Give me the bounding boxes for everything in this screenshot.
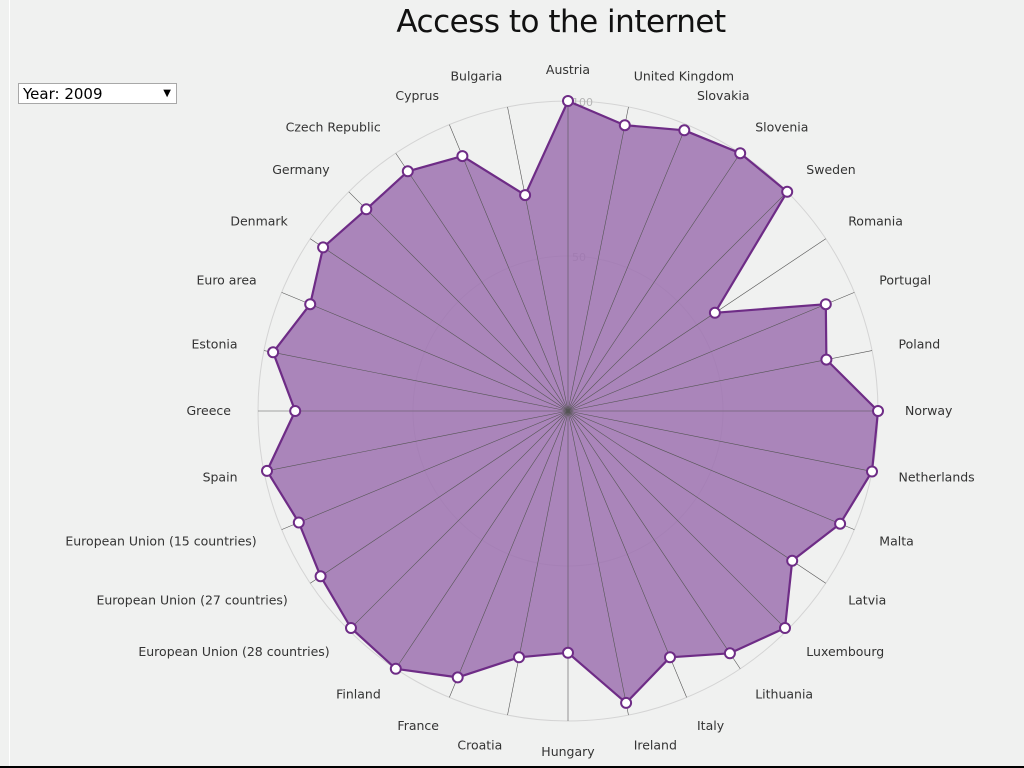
spoke-21 (310, 410, 569, 584)
category-label: Cyprus (395, 88, 439, 103)
data-point-4 (781, 185, 794, 198)
frame-edge (9, 0, 10, 768)
data-point-17 (513, 651, 525, 664)
spoke-17 (507, 410, 569, 716)
spoke-5 (567, 238, 826, 412)
category-label: European Union (28 countries) (138, 644, 329, 659)
data-point-20 (345, 622, 357, 634)
spoke-26 (281, 292, 569, 412)
year-select-value: Year: 2009 (23, 84, 103, 103)
category-label: Portugal (879, 273, 931, 288)
data-point-27 (317, 241, 330, 254)
category-label: Romania (848, 214, 903, 229)
data-point-22 (292, 516, 305, 529)
spoke-9 (567, 410, 873, 472)
data-point-7 (820, 353, 833, 366)
spoke-30 (449, 124, 569, 412)
spoke-19 (395, 410, 569, 669)
data-point-5 (708, 306, 721, 319)
spoke-10 (567, 410, 855, 530)
category-label: Netherlands (899, 470, 975, 485)
data-point-15 (620, 696, 633, 709)
data-point-31 (519, 189, 532, 202)
data-point-12 (779, 622, 791, 634)
data-point-14 (664, 651, 676, 664)
category-label: Slovakia (697, 88, 749, 103)
category-label: Sweden (806, 162, 855, 177)
chart-title: Access to the internet (396, 4, 726, 40)
data-point-26 (304, 298, 317, 311)
spoke-27 (310, 238, 569, 412)
spoke-20 (348, 410, 569, 631)
category-label: Malta (879, 534, 913, 549)
spoke-23 (263, 410, 569, 472)
category-label: Spain (203, 470, 238, 485)
data-point-3 (734, 147, 747, 160)
data-point-21 (314, 570, 327, 583)
category-label: Czech Republic (286, 120, 381, 135)
spoke-1 (567, 106, 629, 412)
category-label: Germany (272, 162, 330, 177)
data-point-0 (562, 95, 574, 107)
chevron-down-icon: ▼ (163, 88, 171, 99)
data-point-6 (819, 298, 832, 311)
spoke-29 (395, 153, 569, 412)
data-point-29 (401, 165, 414, 178)
category-label: Norway (905, 403, 953, 418)
category-label: France (397, 718, 439, 733)
category-label: Euro area (197, 273, 257, 288)
spoke-22 (281, 410, 569, 530)
category-label: Denmark (230, 214, 288, 229)
data-point-16 (562, 646, 574, 659)
data-point-2 (678, 124, 691, 137)
category-label: Finland (336, 687, 381, 702)
spoke-14 (567, 410, 687, 698)
spoke-3 (567, 153, 741, 412)
category-label: Bulgaria (450, 69, 502, 84)
data-point-24 (289, 405, 302, 417)
data-point-11 (786, 554, 799, 567)
category-label: Ireland (634, 737, 677, 752)
bottom-rule (0, 766, 1024, 768)
spoke-12 (567, 410, 788, 631)
spoke-4 (567, 191, 788, 412)
data-point-9 (866, 465, 878, 478)
data-point-23 (261, 464, 273, 477)
category-label: Croatia (457, 737, 502, 752)
data-point-10 (834, 517, 847, 530)
spoke-13 (567, 410, 741, 669)
spoke-11 (567, 410, 826, 584)
category-label: Poland (899, 337, 941, 352)
data-point-25 (267, 346, 280, 359)
data-point-8 (872, 405, 884, 417)
year-select[interactable]: Year: 2009 ▼ (18, 83, 177, 104)
category-label: Luxembourg (806, 644, 884, 659)
data-point-19 (389, 662, 402, 675)
spoke-6 (567, 292, 855, 412)
spoke-18 (449, 410, 569, 698)
category-label: European Union (15 countries) (65, 534, 256, 549)
spoke-2 (567, 124, 687, 412)
category-label: Greece (187, 403, 232, 418)
category-label: Italy (697, 718, 725, 733)
data-point-1 (618, 119, 631, 132)
data-point-28 (360, 203, 373, 216)
category-label: Lithuania (755, 687, 813, 702)
spoke-31 (507, 106, 569, 412)
spoke-15 (567, 410, 629, 716)
category-label: Slovenia (755, 120, 808, 135)
category-label: Austria (546, 62, 590, 77)
category-label: United Kingdom (634, 69, 734, 84)
category-label: Estonia (191, 337, 237, 352)
data-point-30 (456, 150, 469, 163)
category-label: Latvia (848, 592, 886, 607)
category-label: European Union (27 countries) (96, 592, 287, 607)
data-point-13 (723, 647, 736, 660)
category-label: Hungary (541, 744, 595, 759)
spoke-28 (348, 191, 569, 412)
data-point-18 (451, 671, 464, 684)
spoke-25 (263, 350, 569, 412)
